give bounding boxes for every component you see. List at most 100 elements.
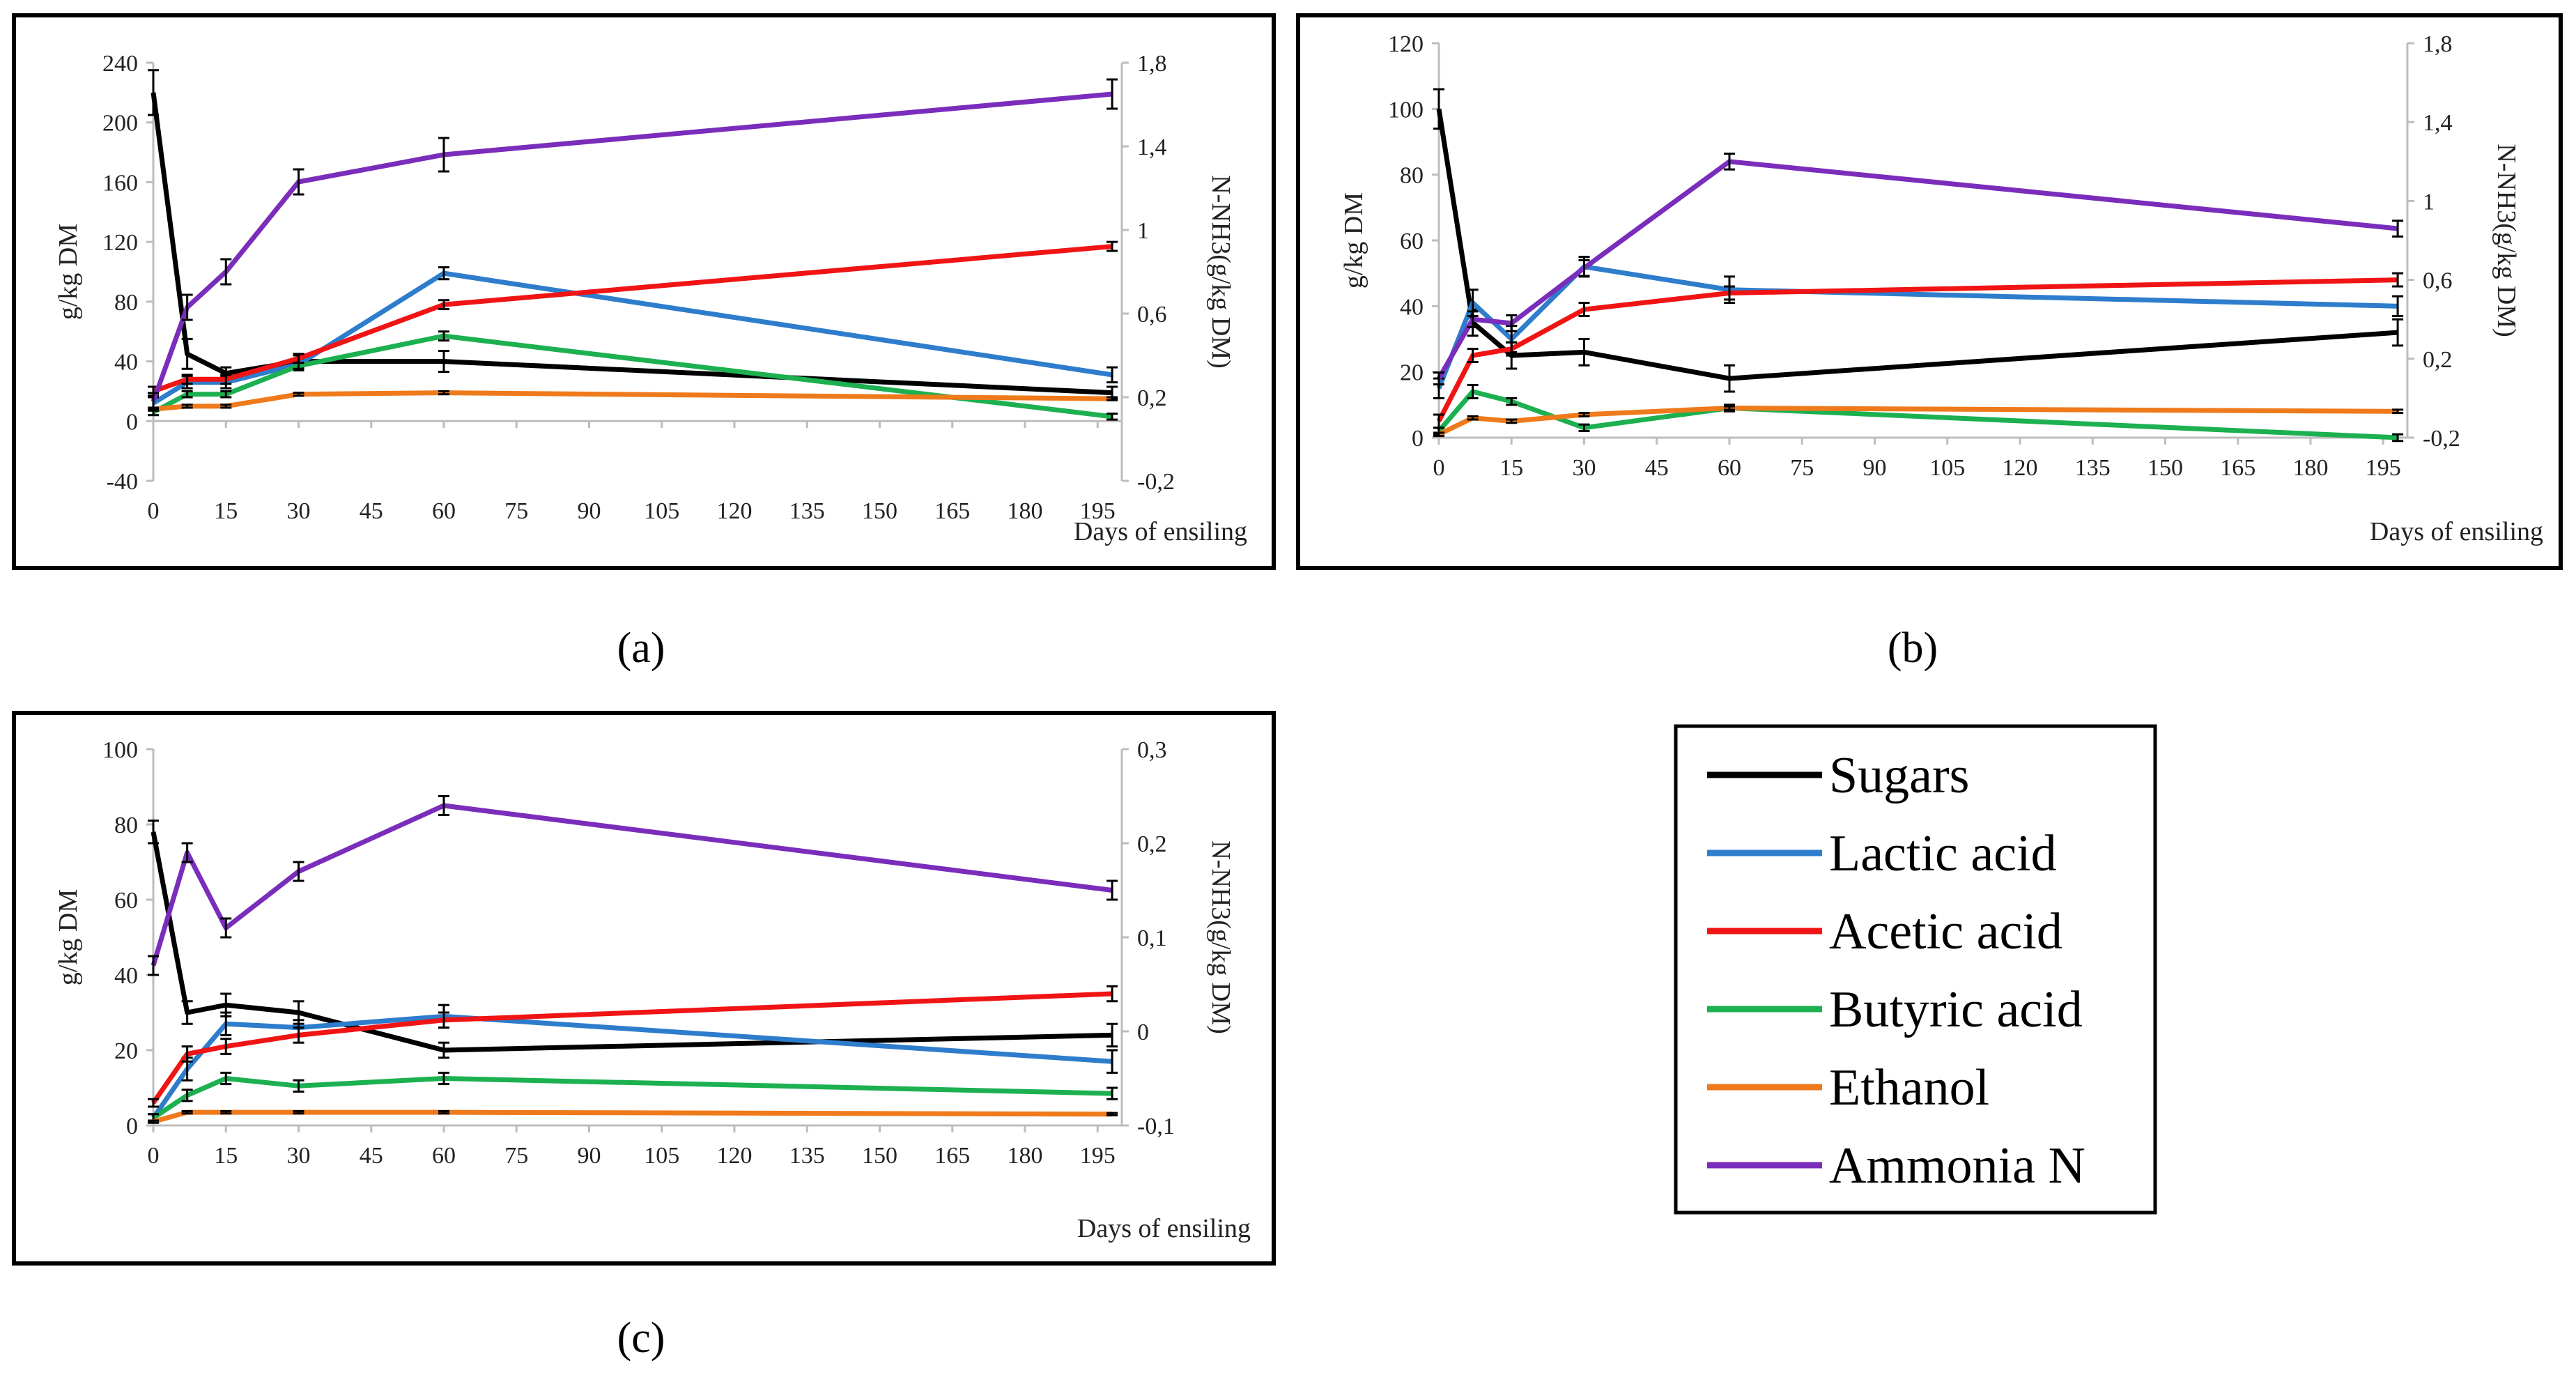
series-line-sugars: [1436, 108, 2398, 381]
legend-label-butyric-acid: Butyric acid: [1829, 981, 2083, 1038]
y-tick-label: 80: [114, 290, 138, 316]
x-tick-label: 180: [1008, 1143, 1043, 1169]
y2-axis-label: N-NH3(g/kg DM): [1206, 175, 1235, 369]
x-tick-label: 105: [644, 498, 679, 524]
legend-item-butyric-acid: Butyric acid: [1707, 981, 2083, 1038]
x-tick-label: 15: [214, 1143, 238, 1169]
y-tick-label: 80: [114, 813, 138, 838]
x-tick-label: 30: [287, 498, 311, 524]
y-tick-label: 40: [114, 963, 138, 989]
series-line-ammonia-n: [151, 91, 1113, 403]
y-tick-label: 20: [1400, 360, 1424, 386]
x-tick-label: 150: [862, 498, 897, 524]
series-ethanol: [1433, 405, 2404, 438]
x-tick-label: 180: [2293, 455, 2329, 481]
series-line-acetic-acid: [151, 991, 1113, 1105]
x-tick-label: 75: [504, 1143, 528, 1169]
x-tick-label: 15: [214, 498, 238, 524]
chart-frame: [12, 13, 1276, 570]
y2-tick-label: 0,2: [2423, 347, 2453, 373]
y-tick-label: 0: [126, 1114, 138, 1139]
x-tick-label: 195: [1080, 498, 1116, 524]
series-line-ammonia-n: [151, 803, 1113, 967]
y-tick-label: 40: [1400, 294, 1424, 320]
series-sugars: [148, 820, 1118, 1059]
y-tick-label: 100: [102, 737, 138, 763]
series-line-butyric-acid: [1437, 389, 2398, 440]
x-tick-label: 120: [717, 1143, 753, 1169]
x-axis-label: Days of ensiling: [1074, 517, 1247, 546]
legend-item-ammonia-n: Ammonia N: [1707, 1137, 2085, 1194]
legend-label-ethanol: Ethanol: [1829, 1059, 1989, 1116]
legend-label-sugars: Sugars: [1829, 747, 1969, 804]
x-tick-label: 120: [717, 498, 753, 524]
y-tick-label: -40: [107, 469, 138, 495]
y2-tick-label: 1,8: [2423, 31, 2453, 57]
x-tick-label: 135: [789, 1143, 825, 1169]
series-line-sugars: [151, 831, 1113, 1053]
series-butyric-acid: [148, 330, 1118, 421]
y2-tick-label: 1: [1137, 218, 1149, 244]
y2-tick-label: -0,2: [1137, 469, 1175, 495]
legend-item-lactic-acid: Lactic acid: [1707, 825, 2057, 882]
x-tick-label: 165: [934, 1143, 970, 1169]
legend-label-lactic-acid: Lactic acid: [1829, 825, 2057, 882]
chart-panel-c: 0 20 40 60 80 100 -0,1 0 0,1 0,2 0,3 0 15 30 45 60 75 90 1…: [12, 711, 1276, 1266]
y2-tick-label: 1: [2423, 189, 2435, 215]
series-line-lactic-acid: [151, 1013, 1113, 1120]
series-line-acetic-acid: [152, 244, 1113, 394]
y2-tick-label: -0,2: [2423, 426, 2460, 452]
x-tick-label: 75: [1790, 455, 1814, 481]
y-tick-label: 100: [1388, 97, 1424, 123]
series-line-ethanol: [153, 390, 1113, 412]
x-tick-label: 180: [1008, 498, 1043, 524]
legend-label-ammonia-n: Ammonia N: [1829, 1137, 2085, 1194]
legend-label-acetic-acid: Acetic acid: [1829, 903, 2062, 960]
panel-label-b: (b): [1888, 624, 1938, 672]
x-tick-label: 0: [148, 1143, 160, 1169]
series-line-lactic-acid: [152, 270, 1113, 406]
y-axis-label: g/kg DM: [54, 224, 83, 320]
x-tick-label: 195: [1080, 1143, 1116, 1169]
y2-axis-label: N-NH3(g/kg DM): [1206, 840, 1235, 1034]
series-line-ethanol: [153, 1109, 1113, 1124]
series-line-ammonia-n: [1436, 159, 2398, 380]
chart-frame: [1296, 13, 2563, 570]
x-tick-label: 45: [360, 1143, 383, 1169]
y2-tick-label: 0,1: [1137, 925, 1167, 951]
y-tick-label: 200: [102, 111, 138, 137]
x-tick-label: 90: [578, 1143, 601, 1169]
y2-tick-label: 0,2: [1137, 831, 1167, 857]
chart-frame: [12, 711, 1276, 1266]
y-tick-label: 120: [1388, 31, 1424, 57]
legend: Sugars Lactic acid Acetic acid Butyric a…: [1674, 724, 2157, 1215]
y-axis-label: g/kg DM: [54, 889, 83, 985]
y-tick-label: 60: [1400, 229, 1424, 254]
chart-panel-b: 0 20 40 60 80 100 120 -0,2 0,2 0,6 1 1,4 1,8 0 15 30 45 6…: [1296, 13, 2563, 570]
y2-tick-label: 0,2: [1137, 385, 1167, 411]
x-axis-label: Days of ensiling: [2370, 517, 2543, 546]
x-tick-label: 90: [578, 498, 601, 524]
y-axis-label: g/kg DM: [1339, 192, 1368, 289]
x-tick-label: 45: [1645, 455, 1669, 481]
x-tick-label: 195: [2366, 455, 2401, 481]
series-ammonia-n: [1433, 152, 2404, 386]
panel-label-a: (a): [617, 624, 665, 672]
y-tick-label: 60: [114, 888, 138, 914]
legend-item-acetic-acid: Acetic acid: [1707, 903, 2062, 960]
y-tick-label: 120: [102, 230, 138, 256]
x-tick-label: 0: [148, 498, 160, 524]
x-axis-label: Days of ensiling: [1077, 1214, 1251, 1243]
x-tick-label: 30: [287, 1143, 311, 1169]
panel-label-c: (c): [617, 1314, 665, 1362]
y2-tick-label: 0,3: [1137, 737, 1167, 763]
series-line-acetic-acid: [1436, 277, 2398, 423]
y2-tick-label: 0: [1137, 1020, 1149, 1045]
y2-tick-label: 1,8: [1137, 51, 1167, 77]
y-tick-label: 240: [102, 51, 138, 77]
series-line-butyric-acid: [152, 333, 1113, 420]
series-ammonia-n: [148, 78, 1118, 411]
series-ethanol: [148, 1109, 1118, 1124]
x-tick-label: 45: [360, 498, 383, 524]
